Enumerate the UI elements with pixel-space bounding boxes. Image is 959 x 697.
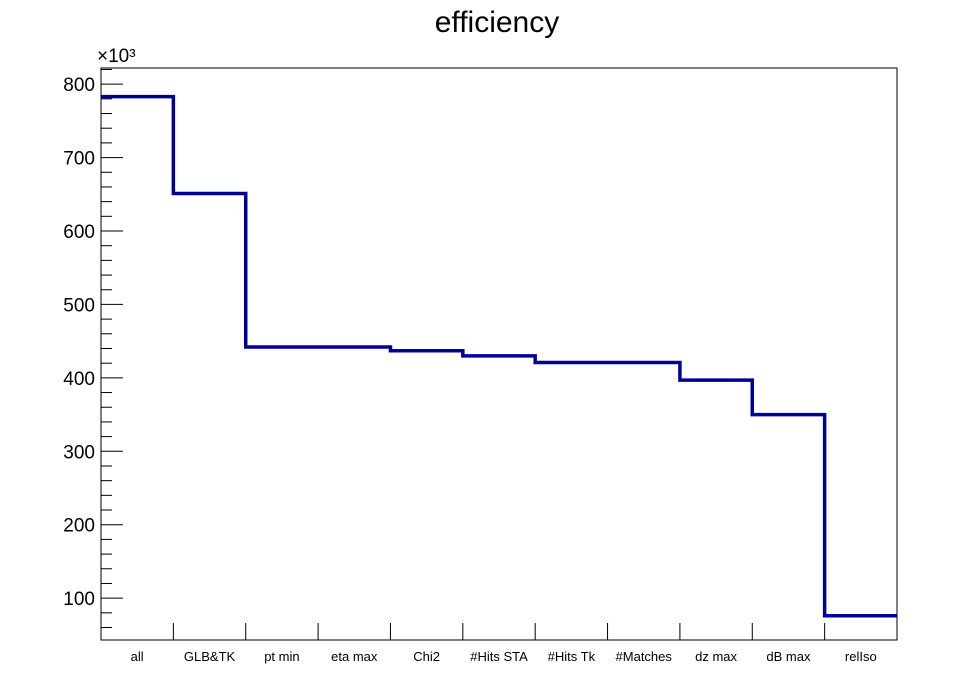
bin--matches	[608, 360, 680, 364]
y-multiplier-label: ×10³	[97, 46, 136, 67]
y-tick-label: 300	[63, 442, 95, 463]
bin-chi2	[390, 349, 462, 353]
y-tick-label: 800	[63, 75, 95, 96]
bin-db-max	[752, 413, 824, 417]
x-tick-label: dz max	[695, 649, 737, 664]
y-tick-label: 400	[63, 369, 95, 390]
x-tick-label: #Matches	[616, 649, 673, 664]
x-tick-label: all	[131, 649, 144, 664]
plot-area: 100 200 300 400 500 600 700 800×10³ all GLB&TK pt …	[63, 46, 898, 664]
x-tick-label: dB max	[766, 649, 811, 664]
x-tick-label: relIso	[845, 649, 877, 664]
x-tick-label: pt min	[264, 649, 299, 664]
bin-pt-min	[246, 345, 318, 349]
y-tick-label: 500	[63, 295, 95, 316]
plot-frame	[100, 67, 898, 641]
chart-title: efficiency	[435, 6, 560, 39]
bin--hits-sta	[463, 354, 535, 358]
bin-dz-max	[680, 378, 752, 382]
y-tick-label: 200	[63, 516, 95, 537]
bin-glb-tk	[173, 192, 245, 196]
y-tick-label: 600	[63, 222, 95, 243]
x-tick-label: Chi2	[413, 649, 440, 664]
x-tick-label: #Hits STA	[470, 649, 528, 664]
series-line	[101, 94, 897, 618]
y-tick-label: 100	[63, 589, 95, 610]
bin-all	[101, 95, 173, 99]
x-tick-label: eta max	[331, 649, 378, 664]
x-tick-label: GLB&TK	[184, 649, 236, 664]
bin--hits-tk	[535, 360, 607, 364]
y-tick-label: 700	[63, 149, 95, 170]
x-tick-label: #Hits Tk	[548, 649, 596, 664]
bin-reliso	[825, 614, 897, 618]
bin-eta-max	[318, 345, 390, 349]
